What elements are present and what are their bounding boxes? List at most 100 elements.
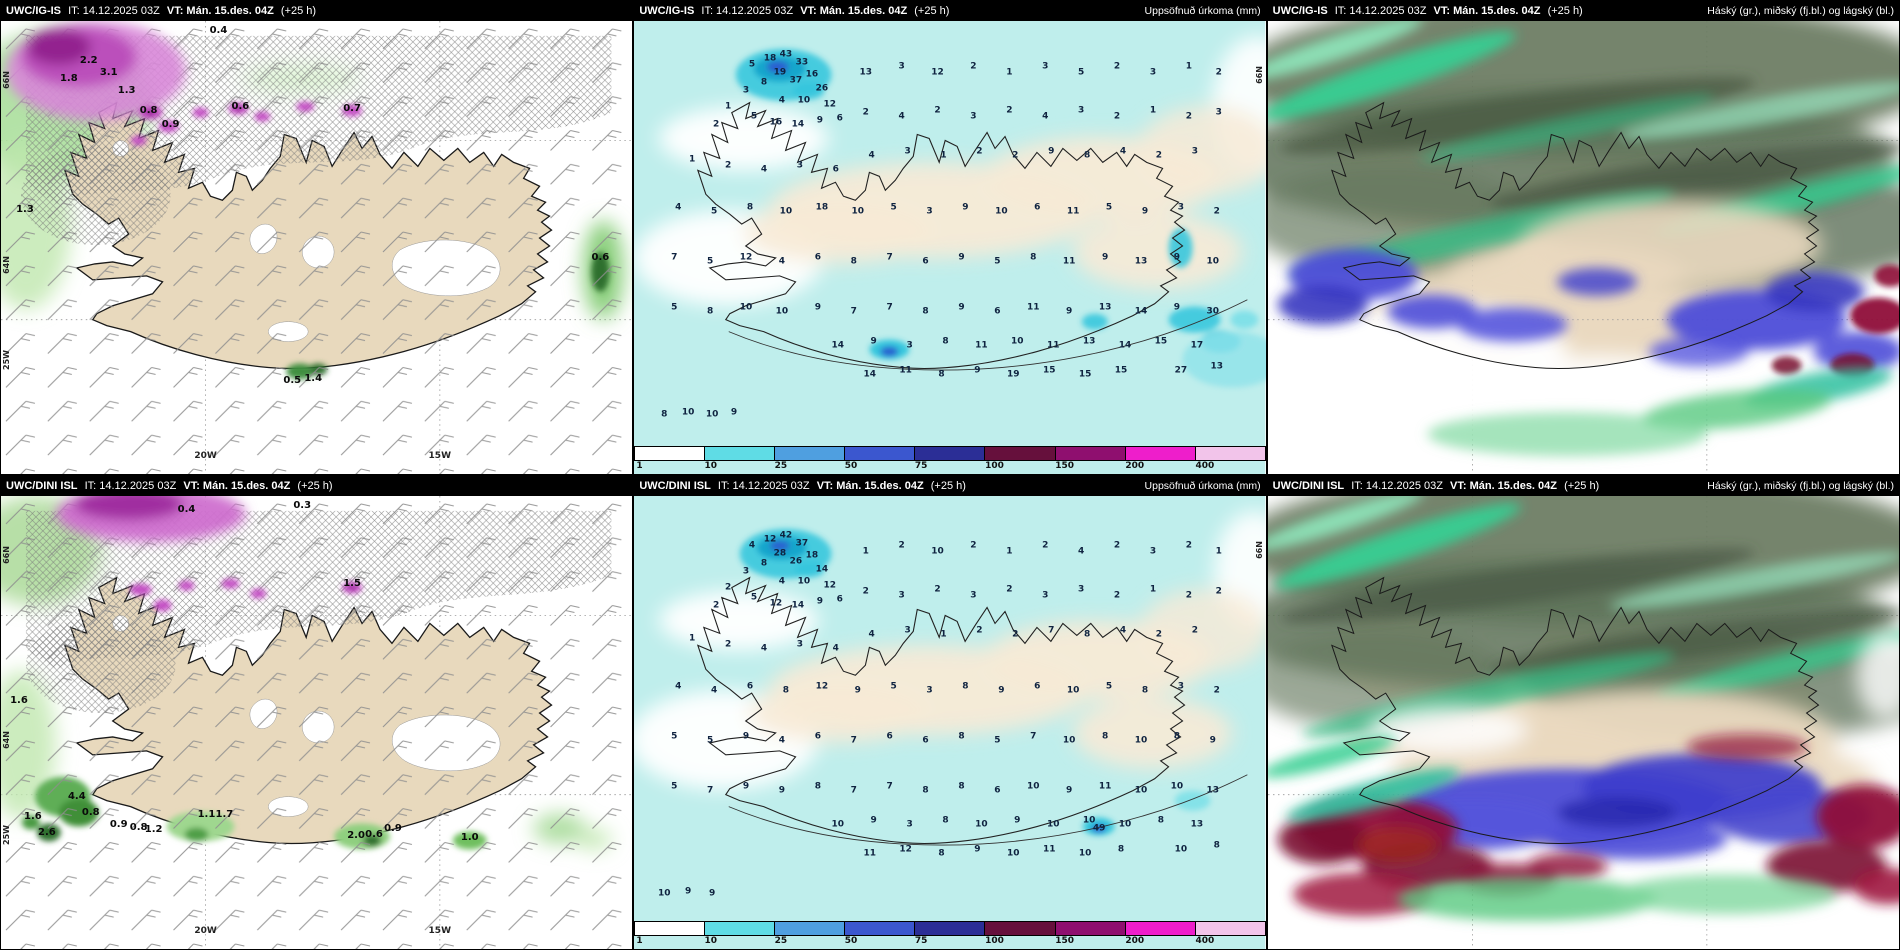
precip-value: 4 bbox=[778, 735, 786, 746]
precip-value: 2 bbox=[862, 586, 869, 597]
precip-value: 5 bbox=[706, 256, 714, 267]
precip-value: 8 bbox=[938, 848, 945, 859]
precip-value: 2 bbox=[976, 146, 983, 157]
precip-value: 9 bbox=[1141, 206, 1149, 217]
precip-value: 12 bbox=[823, 580, 837, 591]
lat-label-64n: 64N bbox=[2, 256, 11, 274]
contour-label: 0.4 bbox=[209, 24, 228, 36]
precip-value: 2 bbox=[1185, 540, 1192, 551]
map-wind-dini: 66N 64N 25W 20W 15W 0.3 0.4 1.6 4.4 0.8 0.9 0.… bbox=[1, 496, 633, 949]
precip-value: 8 bbox=[942, 336, 949, 347]
precip-value: 6 bbox=[814, 731, 821, 742]
precip-value: 2 bbox=[712, 119, 720, 130]
contour-label: 0.6 bbox=[365, 828, 383, 840]
panel-header: UWC/DINI ISL IT: 14.12.2025 03Z VT: Mán.… bbox=[634, 476, 1266, 496]
precip-value: 5 bbox=[994, 735, 1001, 746]
precip-value: 9 bbox=[685, 886, 692, 897]
legend-value: 200 bbox=[1125, 936, 1145, 946]
legend-value: 75 bbox=[914, 936, 928, 946]
precip-value: 15 bbox=[1078, 369, 1092, 380]
legend-cell bbox=[1124, 447, 1195, 460]
lat-label-66n: 66N bbox=[1254, 541, 1264, 559]
legend-value: 10 bbox=[704, 936, 717, 946]
panel-clouds-dini: UWC/DINI ISL IT: 14.12.2025 03Z VT: Mán.… bbox=[1266, 475, 1900, 950]
panel-header: UWC/IG-IS IT: 14.12.2025 03Z VT: Mán. 15… bbox=[1, 1, 633, 21]
map-precip-dini: 66N 1 10 25 50 75 100 150 200 400 4 12 42 37 28 26 18 1… bbox=[634, 496, 1266, 949]
precip-value: 2 bbox=[970, 540, 977, 551]
precip-value: 11 bbox=[863, 848, 876, 859]
precip-value: 6 bbox=[1034, 681, 1041, 692]
cloud-map-art bbox=[1267, 496, 1899, 949]
precip-value: 2 bbox=[1215, 586, 1222, 597]
precip-value: 8 bbox=[661, 409, 668, 420]
precip-value: 3 bbox=[898, 61, 905, 72]
panel-header: UWC/IG-IS IT: 14.12.2025 03Z VT: Mán. 15… bbox=[1267, 1, 1899, 21]
valid-time: VT: Mán. 15.des. 04Z bbox=[816, 480, 924, 492]
precip-value: 12 bbox=[931, 67, 944, 78]
precip-value: 9 bbox=[1173, 302, 1181, 313]
product-title: Háský (gr.), miðský (fj.bl.) og lágský (… bbox=[1707, 5, 1894, 17]
precip-value: 3 bbox=[1191, 146, 1198, 157]
precip-value: 5 bbox=[671, 781, 678, 792]
legend-value: 400 bbox=[1195, 936, 1215, 946]
contour-label: 1.3 bbox=[16, 204, 34, 216]
legend-value: 150 bbox=[1055, 461, 1074, 471]
legend-cell bbox=[635, 922, 705, 935]
precip-value: 4 bbox=[710, 685, 718, 696]
panel-header: UWC/DINI ISL IT: 14.12.2025 03Z VT: Mán.… bbox=[1, 476, 633, 496]
precip-value: 2 bbox=[1155, 150, 1163, 161]
precip-value: 15 bbox=[1154, 336, 1168, 347]
precip-value: 9 bbox=[778, 785, 786, 796]
legend-value: 1 bbox=[636, 936, 643, 946]
precip-value: 37 bbox=[789, 75, 803, 86]
precip-value: 4 bbox=[748, 540, 756, 551]
precip-value: 8 bbox=[922, 306, 929, 317]
precip-value: 2 bbox=[724, 639, 732, 650]
precip-value: 4 bbox=[1042, 111, 1049, 122]
precip-value: 8 bbox=[1030, 252, 1037, 263]
valid-time: VT: Mán. 15.des. 04Z bbox=[1433, 5, 1541, 17]
precip-value: 18 bbox=[805, 550, 819, 561]
precip-value: 19 bbox=[1007, 369, 1020, 380]
precip-value: 13 bbox=[1210, 361, 1224, 372]
precip-value: 10 bbox=[1082, 815, 1096, 826]
precip-value: 8 bbox=[814, 781, 821, 792]
precip-value: 10 bbox=[831, 819, 845, 830]
product-title: Uppsöfnuð úrkoma (mm) bbox=[1144, 5, 1261, 17]
legend-labels: 1 10 25 50 75 100 150 200 400 bbox=[634, 461, 1265, 474]
precip-value: 8 bbox=[938, 369, 945, 380]
precip-value: 9 bbox=[958, 252, 965, 263]
precip-map-art bbox=[634, 21, 1266, 474]
lead-time: (+25 h) bbox=[1564, 480, 1600, 492]
legend-cell bbox=[704, 447, 775, 460]
precip-value: 3 bbox=[906, 340, 913, 351]
precip-value: 14 bbox=[1134, 306, 1148, 317]
precip-value: 1 bbox=[724, 101, 732, 112]
legend-value: 75 bbox=[914, 461, 928, 471]
precip-value: 10 bbox=[797, 576, 811, 587]
precip-value: 6 bbox=[922, 256, 929, 267]
precip-value: 10 bbox=[681, 407, 695, 418]
precip-value: 14 bbox=[863, 369, 876, 380]
precip-value: 2 bbox=[724, 160, 732, 171]
model-name: UWC/IG-IS bbox=[1272, 5, 1328, 17]
precip-value: 5 bbox=[1078, 67, 1085, 78]
precip-value: 17 bbox=[1190, 340, 1204, 351]
contour-label: 0.8 bbox=[129, 821, 148, 833]
precip-value: 18 bbox=[815, 202, 829, 213]
precip-value: 30 bbox=[1206, 306, 1220, 317]
legend-value: 50 bbox=[844, 461, 858, 471]
legend-value: 1 bbox=[636, 461, 643, 471]
contour-label: 0.6 bbox=[591, 251, 610, 263]
run-info: UWC/IG-IS IT: 14.12.2025 03Z VT: Mán. 15… bbox=[1273, 5, 1587, 17]
precip-value: 5 bbox=[750, 111, 758, 122]
precip-value: 7 bbox=[886, 252, 893, 263]
precip-value: 10 bbox=[1206, 256, 1220, 267]
precip-value: 14 bbox=[1118, 340, 1132, 351]
precip-value: 10 bbox=[1170, 781, 1184, 792]
init-time: IT: 14.12.2025 03Z bbox=[1334, 5, 1427, 17]
precip-value: 16 bbox=[769, 117, 783, 128]
precip-value: 10 bbox=[975, 819, 988, 830]
map-wind-ig: 66N 64N 25W 20W 15W 0.4 0.6 0.5 1.4 2.2 3.1 1.… bbox=[1, 21, 633, 474]
